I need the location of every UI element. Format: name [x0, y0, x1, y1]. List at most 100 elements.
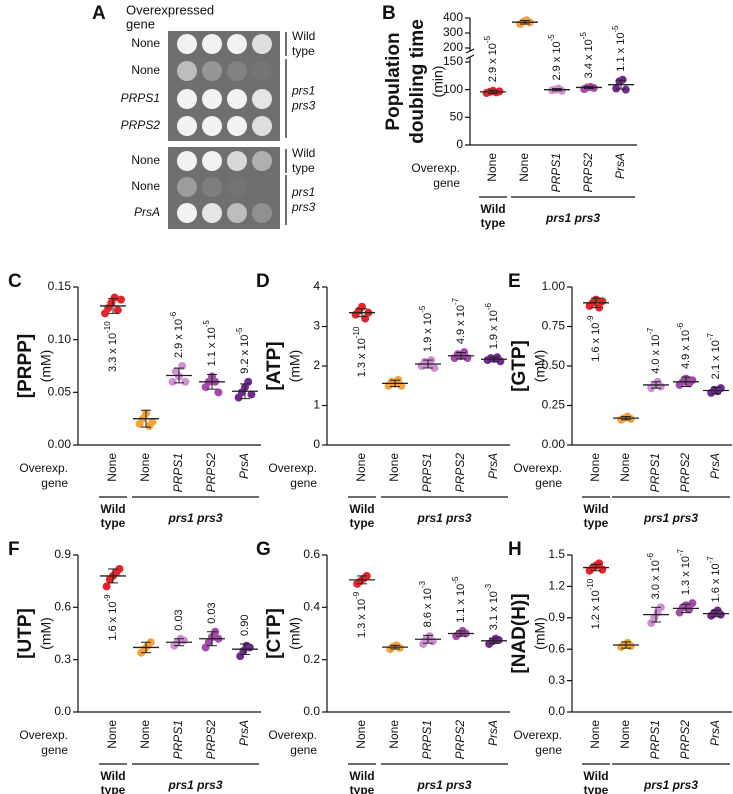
- strain-label: prs3: [291, 200, 316, 214]
- data-point: [148, 417, 157, 426]
- panel-letter: H: [508, 539, 522, 560]
- spot: [202, 89, 222, 109]
- p-value-text: 1.3 x 10: [680, 556, 692, 595]
- data-point: [688, 599, 697, 608]
- data-point: [595, 559, 604, 568]
- group-label: Wild: [480, 202, 505, 216]
- x-tick-label: PRPS1: [420, 720, 434, 759]
- strain-row-label: PRPS1: [121, 91, 160, 105]
- group-label: Wild: [349, 769, 374, 783]
- p-value: 1.3 x 10-7: [676, 548, 692, 595]
- data-point: [179, 636, 188, 645]
- p-value-exponent: -10: [352, 326, 361, 338]
- p-value: 3.3 x 10-10: [103, 321, 119, 372]
- strain-row-label: None: [131, 36, 160, 50]
- group-label: type: [481, 216, 506, 230]
- x-axis-title: gene: [41, 476, 68, 490]
- group-label: prs1 prs3: [416, 511, 471, 525]
- p-value-exponent: -7: [451, 297, 460, 305]
- data-point: [245, 643, 254, 652]
- x-axis-title: Overexp.: [19, 728, 68, 742]
- x-tick-label: None: [517, 153, 531, 182]
- p-value: 0.03: [173, 609, 185, 630]
- y-tick-label: 0.05: [48, 385, 72, 399]
- y-axis-title: [CTP]: [264, 608, 285, 659]
- data-point: [115, 564, 124, 573]
- spot: [177, 34, 197, 54]
- y-tick-label: 300: [443, 25, 463, 39]
- group-label: prs1 prs3: [167, 511, 222, 525]
- y-axis-title: [UTP]: [15, 608, 36, 659]
- p-value-text: 3.4 x 10: [583, 39, 595, 78]
- x-tick-label: PRPS1: [171, 720, 185, 759]
- x-axis-title: gene: [290, 476, 317, 490]
- panel-letter: B: [382, 3, 396, 24]
- p-value: 2.9 x 10-5: [547, 34, 563, 81]
- p-value-text: 2.1 x 10: [710, 340, 722, 379]
- spot-title: Overexpressed: [126, 2, 214, 17]
- p-value-exponent: -10: [103, 321, 112, 333]
- y-axis-title: Population: [383, 32, 404, 130]
- y-axis-title: [ATP]: [264, 341, 285, 390]
- x-axis-title: Overexp.: [411, 161, 460, 175]
- y-tick-label: 100: [443, 82, 463, 96]
- data-point: [117, 295, 125, 304]
- y-axis-unit: (mM): [287, 350, 303, 383]
- y-tick-label: 0.9: [548, 610, 565, 624]
- p-value: 1.9 x 10-5: [418, 305, 434, 352]
- p-value: 0.90: [239, 615, 251, 636]
- spot: [252, 116, 272, 136]
- y-tick-label: 3: [313, 319, 320, 333]
- x-tick-label: None: [105, 720, 119, 749]
- x-tick-label: PRPS1: [648, 720, 662, 759]
- y-axis-title: [NAD(H)]: [509, 593, 530, 673]
- p-value-exponent: -5: [579, 32, 588, 40]
- y-tick-label: 0.0: [548, 704, 565, 718]
- x-tick-label: PrsA: [237, 720, 251, 746]
- x-axis-title: Overexp.: [513, 461, 562, 475]
- x-tick-label: PRPS2: [678, 453, 692, 493]
- p-value-text: 2.9 x 10: [487, 43, 499, 82]
- p-value-text: 4.0 x 10: [650, 335, 662, 374]
- spot: [252, 151, 272, 171]
- x-axis-title: Overexp.: [513, 728, 562, 742]
- group-label: type: [101, 516, 126, 530]
- p-value-text: 1.6 x 10: [710, 563, 722, 602]
- spot: [227, 89, 247, 109]
- x-tick-label: PrsA: [486, 453, 500, 479]
- p-value-text: 1.1 x 10: [455, 584, 467, 623]
- data-point: [247, 390, 256, 399]
- group-label: type: [350, 783, 375, 794]
- strain-label: type: [292, 161, 315, 175]
- p-value-text: 0.03: [173, 609, 185, 630]
- y-axis-title: doubling time: [407, 19, 428, 144]
- group-label: type: [584, 516, 609, 530]
- panel-letter: E: [508, 271, 521, 292]
- p-value-exponent: -5: [547, 34, 556, 42]
- x-tick-label: None: [105, 453, 119, 482]
- p-value-exponent: -5: [451, 576, 460, 584]
- p-value-text: 1.2 x 10: [590, 590, 602, 629]
- spot: [227, 34, 247, 54]
- y-tick-label: 0.25: [542, 398, 566, 412]
- p-value: 3.4 x 10-5: [579, 32, 595, 79]
- panel-letter: F: [8, 539, 20, 560]
- y-tick-label: 0.3: [54, 652, 71, 666]
- y-tick-label: 0.2: [303, 652, 320, 666]
- x-tick-label: PRPS2: [453, 453, 467, 493]
- spot: [202, 177, 222, 197]
- y-tick-label: 0.10: [48, 332, 72, 346]
- group-label: prs1 prs3: [643, 778, 698, 792]
- spot: [202, 34, 222, 54]
- p-value-exponent: -9: [352, 591, 361, 599]
- spot: [227, 116, 247, 136]
- y-tick-label: 0.6: [548, 641, 565, 655]
- strain-label: Wild: [292, 146, 315, 160]
- y-axis-unit: (mM): [38, 617, 54, 650]
- p-value: 2.9 x 10-6: [169, 311, 185, 358]
- x-tick-label: PrsA: [486, 720, 500, 746]
- data-point: [626, 642, 635, 651]
- p-value-exponent: -7: [706, 333, 715, 341]
- x-axis-title: gene: [535, 743, 562, 757]
